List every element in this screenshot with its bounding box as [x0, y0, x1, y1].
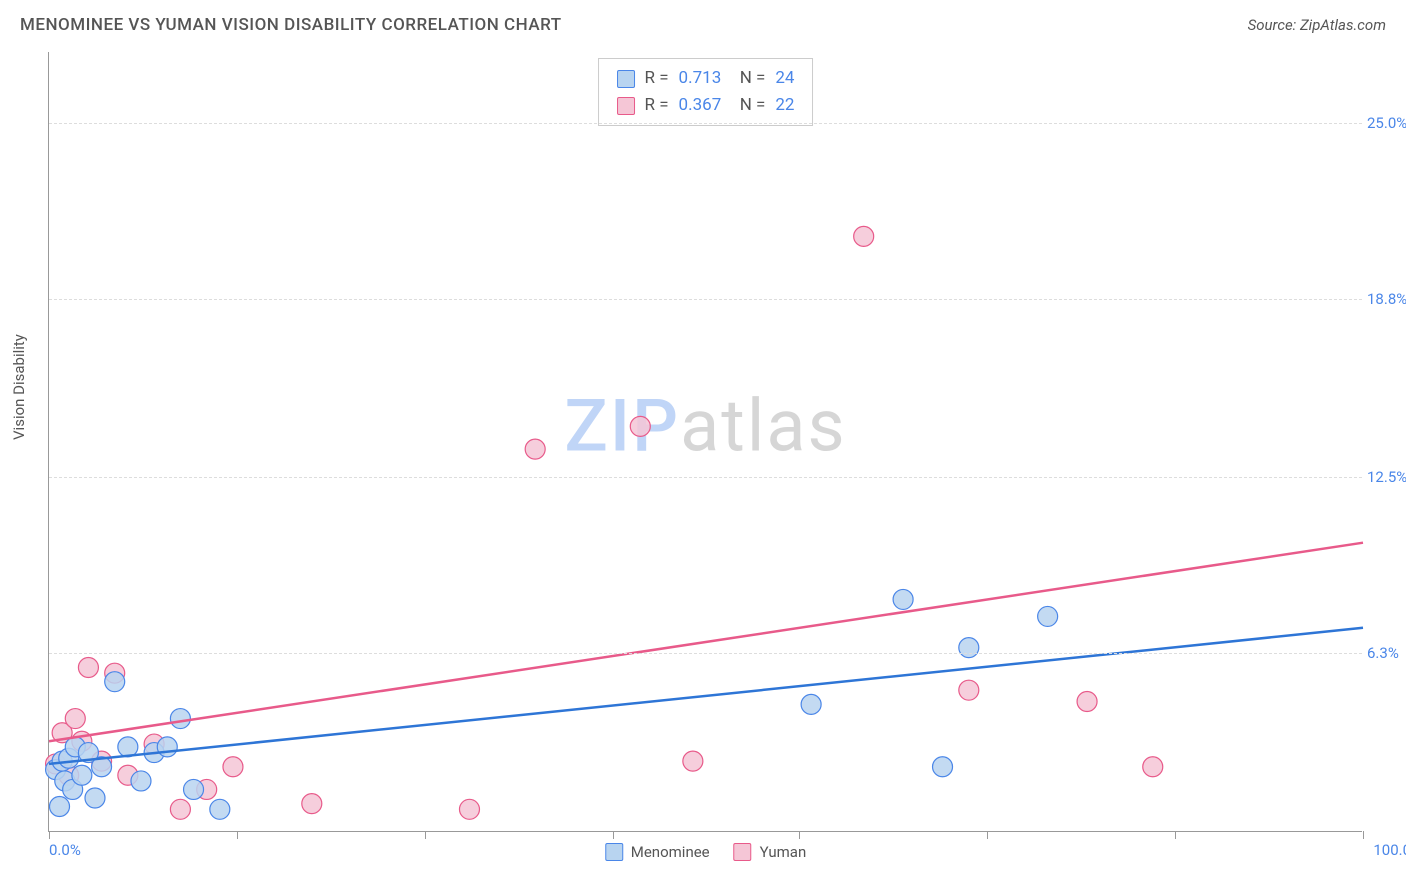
data-point-menominee: [893, 589, 913, 609]
correlation-legend-box: R = 0.713 N = 24 R = 0.367 N = 22: [598, 58, 814, 126]
data-point-yuman: [1077, 692, 1097, 712]
n-value-menominee: 24: [775, 65, 794, 92]
x-axis-max-label: 100.0%: [1373, 841, 1406, 859]
source-attribution: Source: ZipAtlas.com: [1248, 16, 1386, 34]
data-point-yuman: [223, 757, 243, 777]
plot-area: ZIPatlas R = 0.713 N = 24 R = 0.367 N = …: [48, 52, 1362, 832]
chart-header: MENOMINEE VS YUMAN VISION DISABILITY COR…: [0, 0, 1406, 50]
y-tick-label: 18.8%: [1367, 290, 1406, 308]
data-point-menominee: [801, 694, 821, 714]
chart-title: MENOMINEE VS YUMAN VISION DISABILITY COR…: [20, 15, 562, 35]
x-tick: [237, 831, 238, 839]
gridline: [49, 123, 1362, 124]
swatch-yuman: [617, 97, 635, 115]
gridline: [49, 477, 1362, 478]
r-value-menominee: 0.713: [679, 65, 722, 92]
swatch-menominee: [617, 70, 635, 88]
legend-label-yuman: Yuman: [760, 843, 807, 861]
legend-label-menominee: Menominee: [631, 843, 710, 861]
x-tick: [49, 831, 50, 839]
correlation-row-menominee: R = 0.713 N = 24: [617, 65, 795, 92]
data-point-yuman: [78, 657, 98, 677]
data-point-menominee: [1038, 606, 1058, 626]
series-legend: Menominee Yuman: [605, 843, 806, 861]
x-tick: [613, 831, 614, 839]
gridline: [49, 299, 1362, 300]
y-tick-label: 6.3%: [1367, 644, 1406, 662]
x-tick: [425, 831, 426, 839]
gridline: [49, 653, 1362, 654]
legend-swatch-menominee: [605, 843, 623, 861]
data-point-yuman: [525, 439, 545, 459]
data-point-menominee: [184, 779, 204, 799]
legend-item-menominee: Menominee: [605, 843, 710, 861]
data-point-yuman: [302, 794, 322, 814]
data-point-menominee: [131, 771, 151, 791]
x-axis-min-label: 0.0%: [49, 841, 81, 859]
data-point-menominee: [72, 765, 92, 785]
data-point-menominee: [170, 709, 190, 729]
data-point-menominee: [105, 672, 125, 692]
data-point-yuman: [683, 751, 703, 771]
x-tick: [799, 831, 800, 839]
x-tick: [987, 831, 988, 839]
correlation-row-yuman: R = 0.367 N = 22: [617, 92, 795, 119]
r-value-yuman: 0.367: [679, 92, 722, 119]
y-tick-label: 12.5%: [1367, 468, 1406, 486]
data-point-menominee: [210, 799, 230, 819]
data-point-yuman: [65, 709, 85, 729]
data-point-menominee: [157, 737, 177, 757]
n-value-yuman: 22: [775, 92, 794, 119]
trendline-yuman: [49, 543, 1363, 742]
data-point-menominee: [85, 788, 105, 808]
scatter-svg: [49, 52, 1362, 831]
x-tick: [1363, 831, 1364, 839]
x-tick: [1175, 831, 1176, 839]
data-point-menominee: [50, 796, 70, 816]
y-axis-label: Vision Disability: [10, 334, 28, 440]
data-point-menominee: [959, 638, 979, 658]
data-point-yuman: [854, 226, 874, 246]
data-point-yuman: [170, 799, 190, 819]
trendline-menominee: [49, 628, 1363, 764]
data-point-yuman: [1143, 757, 1163, 777]
y-tick-label: 25.0%: [1367, 114, 1406, 132]
data-point-yuman: [459, 799, 479, 819]
legend-item-yuman: Yuman: [734, 843, 807, 861]
legend-swatch-yuman: [734, 843, 752, 861]
data-point-yuman: [630, 416, 650, 436]
data-point-yuman: [959, 680, 979, 700]
data-point-menominee: [933, 757, 953, 777]
